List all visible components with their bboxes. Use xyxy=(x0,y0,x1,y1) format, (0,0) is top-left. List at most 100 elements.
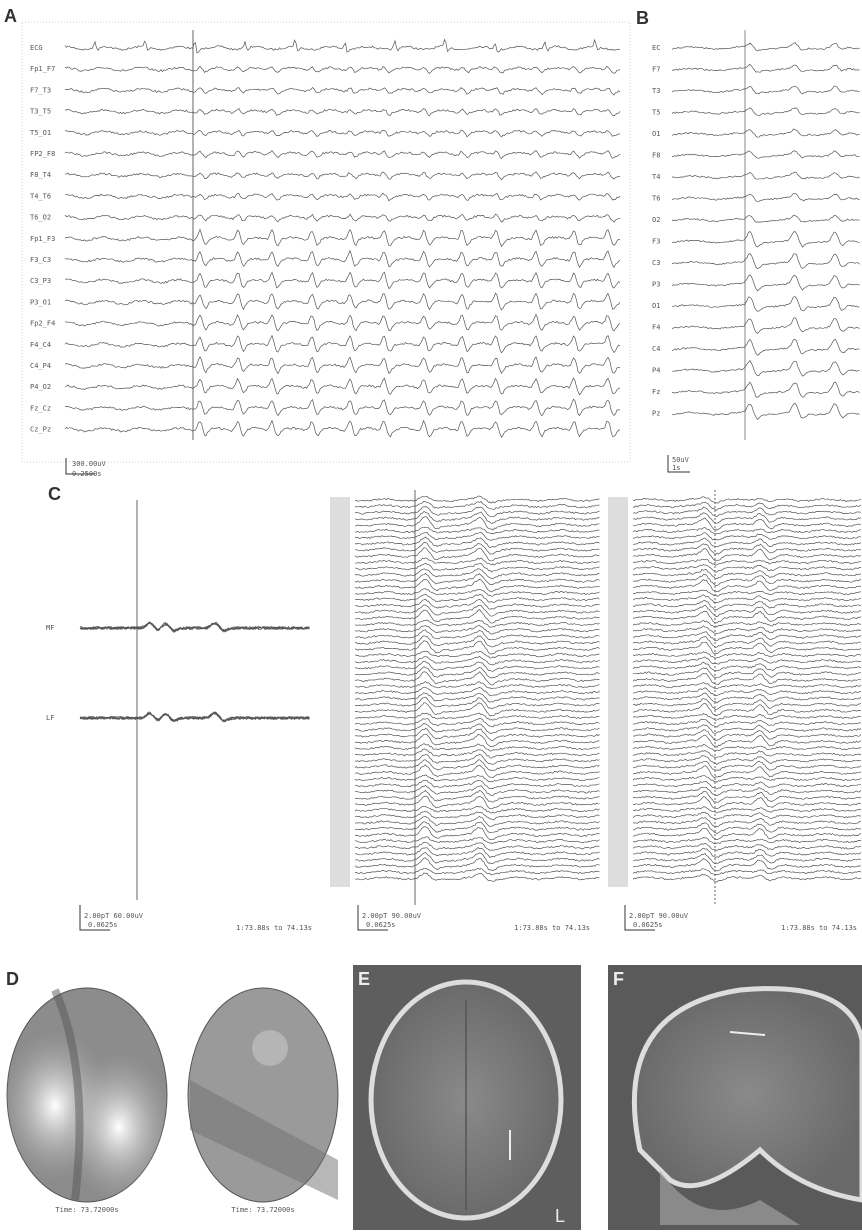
channel-label: F4 xyxy=(652,324,660,332)
trace xyxy=(633,533,861,540)
trace xyxy=(355,718,600,727)
trace xyxy=(633,756,861,765)
channel-label: Pz xyxy=(652,410,660,418)
trace xyxy=(355,693,600,703)
trace xyxy=(355,822,600,833)
trace xyxy=(355,532,600,540)
channel-label: T6 xyxy=(652,195,660,203)
channel-label: O1 xyxy=(652,130,660,138)
trace xyxy=(633,874,861,882)
trace xyxy=(672,43,860,51)
trace xyxy=(355,651,600,658)
trace xyxy=(355,873,600,882)
trace xyxy=(65,230,620,247)
trace xyxy=(633,848,861,858)
trace xyxy=(672,318,860,334)
trace xyxy=(633,538,861,547)
trace xyxy=(355,512,600,524)
trace xyxy=(355,842,600,850)
trace xyxy=(355,723,600,733)
trace xyxy=(65,251,620,268)
trace xyxy=(633,761,861,770)
trace xyxy=(633,595,861,603)
trace xyxy=(633,632,861,641)
trace xyxy=(355,542,600,554)
channel-label: C4 xyxy=(652,345,660,353)
trace xyxy=(355,682,600,689)
trace xyxy=(633,719,861,727)
channel-label: P3_O1 xyxy=(30,298,51,306)
trace xyxy=(355,569,600,579)
trace xyxy=(633,657,861,664)
trace xyxy=(633,637,861,648)
channel-label: T3_T5 xyxy=(30,108,51,116)
trace xyxy=(633,683,861,689)
channel-label: C3_P3 xyxy=(30,277,51,285)
channel-label: T5_O1 xyxy=(30,129,51,137)
trace xyxy=(355,734,600,747)
trace xyxy=(633,513,861,524)
trace xyxy=(633,559,861,565)
channel-label: F8_T4 xyxy=(30,171,51,179)
trace xyxy=(633,781,861,789)
trace xyxy=(672,215,860,222)
scale-amplitude: 300.00uV xyxy=(72,460,107,468)
channel-label: T4_T6 xyxy=(30,192,51,200)
trace xyxy=(355,811,600,820)
trace xyxy=(633,544,861,555)
channel-label: MF xyxy=(46,624,54,632)
trace xyxy=(65,293,620,310)
scale-amplitude: 2.00pT 90.00uV xyxy=(629,912,689,920)
channel-label: O2 xyxy=(652,216,660,224)
trace xyxy=(672,151,860,158)
trace xyxy=(672,172,860,179)
trace xyxy=(355,790,600,802)
trace xyxy=(355,594,600,602)
trace xyxy=(633,528,861,535)
trace xyxy=(633,668,861,678)
trace xyxy=(65,421,620,438)
trace xyxy=(633,823,861,834)
trace xyxy=(672,129,860,137)
topomap xyxy=(7,988,167,1202)
scale-time: 0.2500s xyxy=(72,470,102,478)
channel-label: EC xyxy=(652,44,660,52)
scale-amplitude: 2.00pT 90.00uV xyxy=(362,912,422,920)
channel-label: F7_T3 xyxy=(30,86,51,94)
trace xyxy=(633,611,861,623)
channel-label: O1 xyxy=(652,302,660,310)
channel-label: F3 xyxy=(652,238,660,246)
trace xyxy=(65,151,620,159)
trace xyxy=(672,361,860,377)
scale-time: 0.0625s xyxy=(366,921,396,929)
trace xyxy=(633,730,861,741)
channel-label: P4_O2 xyxy=(30,383,51,391)
channel-label: ECG xyxy=(30,44,43,52)
channel-label: Fp1_F7 xyxy=(30,65,55,73)
trace xyxy=(633,837,861,844)
trace xyxy=(633,869,861,875)
channel-label: FP2_F8 xyxy=(30,150,55,158)
trace xyxy=(65,66,620,73)
channel-label: Fz xyxy=(652,388,660,396)
trace xyxy=(633,605,861,616)
time-range: 1:73.88s to 74.13s xyxy=(514,924,590,932)
trace xyxy=(355,625,600,634)
trace xyxy=(65,315,620,331)
time-label: Time: 73.72000s xyxy=(231,1206,294,1214)
trace xyxy=(633,570,861,579)
trace xyxy=(633,744,861,751)
trace xyxy=(633,507,861,516)
scale-time: 0.0625s xyxy=(88,921,118,929)
panel-label: D xyxy=(6,969,19,989)
trace xyxy=(633,797,861,809)
trace xyxy=(633,843,861,850)
trace xyxy=(672,254,860,269)
side-label: L xyxy=(555,1206,565,1226)
channel-label: C3 xyxy=(652,259,660,267)
trace xyxy=(633,600,861,610)
trace xyxy=(633,674,861,685)
trace xyxy=(355,661,600,671)
trace xyxy=(65,40,620,53)
channel-label: T3 xyxy=(652,87,660,95)
